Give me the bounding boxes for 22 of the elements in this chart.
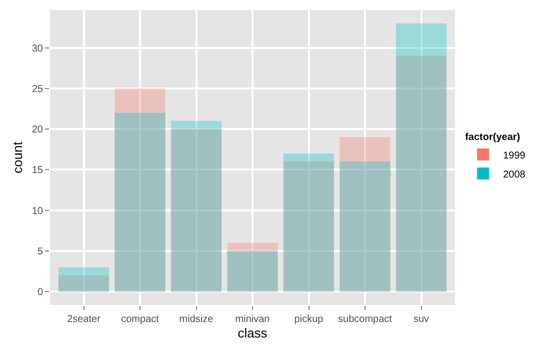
x-tick-label: pickup xyxy=(294,314,324,325)
x-axis-title: class xyxy=(238,326,268,341)
y-tick-label: 20 xyxy=(32,124,44,136)
bar xyxy=(340,162,390,292)
legend-label: 1999 xyxy=(503,150,526,162)
x-tick-label: subcompact xyxy=(338,314,392,325)
x-tick-label: 2seater xyxy=(67,314,102,325)
y-tick-label: 0 xyxy=(37,287,44,298)
legend-title: factor(year) xyxy=(465,132,520,143)
x-tick-label: compact xyxy=(121,314,160,325)
legend-label: 2008 xyxy=(503,169,526,180)
y-tick-label: 10 xyxy=(32,206,44,217)
y-axis-title: count xyxy=(10,141,25,174)
y-tick-label: 15 xyxy=(32,165,44,176)
y-tick-label: 25 xyxy=(32,84,44,95)
y-tick-label: 30 xyxy=(32,43,44,54)
x-tick-label: suv xyxy=(413,314,430,325)
bar xyxy=(58,267,110,292)
y-tick-label: 5 xyxy=(37,246,44,258)
x-tick-label: midsize xyxy=(179,314,214,325)
bar xyxy=(227,250,278,292)
x-tick-label: minivan xyxy=(235,314,270,325)
